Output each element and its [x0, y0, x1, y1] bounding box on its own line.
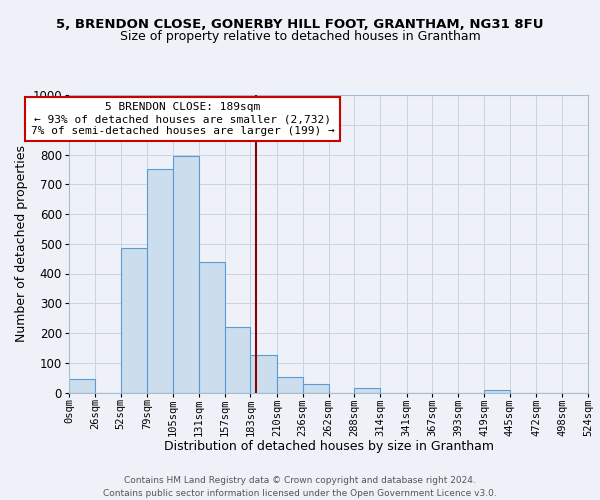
Bar [484, 390, 510, 392]
Text: Contains HM Land Registry data © Crown copyright and database right 2024.
Contai: Contains HM Land Registry data © Crown c… [103, 476, 497, 498]
Bar [354, 388, 380, 392]
Bar [173, 156, 199, 392]
Bar [147, 170, 173, 392]
Bar [224, 327, 250, 392]
Bar [121, 248, 147, 392]
Bar [199, 262, 224, 392]
Text: 5, BRENDON CLOSE, GONERBY HILL FOOT, GRANTHAM, NG31 8FU: 5, BRENDON CLOSE, GONERBY HILL FOOT, GRA… [56, 18, 544, 30]
Y-axis label: Number of detached properties: Number of detached properties [15, 145, 28, 342]
X-axis label: Distribution of detached houses by size in Grantham: Distribution of detached houses by size … [163, 440, 493, 452]
Text: 5 BRENDON CLOSE: 189sqm
← 93% of detached houses are smaller (2,732)
7% of semi-: 5 BRENDON CLOSE: 189sqm ← 93% of detache… [31, 102, 335, 136]
Text: Size of property relative to detached houses in Grantham: Size of property relative to detached ho… [119, 30, 481, 43]
Bar [277, 377, 303, 392]
Bar [303, 384, 329, 392]
Bar [69, 379, 95, 392]
Bar [250, 356, 277, 393]
